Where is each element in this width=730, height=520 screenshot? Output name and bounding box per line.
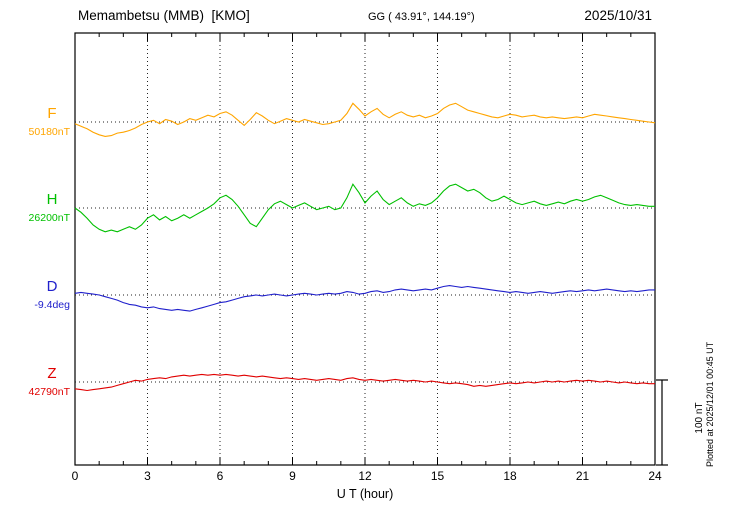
scale-bar-label: 100 nT 0.5 deg: [670, 374, 730, 462]
x-tick-label-24: 24: [648, 469, 662, 483]
trace-F: [74, 102, 656, 137]
trace-letter-F: F: [47, 105, 57, 122]
trace-letter-D: D: [46, 278, 58, 295]
x-tick-label-6: 6: [216, 469, 224, 483]
x-tick-label-0: 0: [71, 469, 79, 483]
trace-baseline-value-Z: 42790nT: [28, 386, 70, 398]
plotted-timestamp-note: Plotted at 2025/12/01 00:45 UT: [705, 341, 715, 467]
trace-D: [74, 285, 655, 312]
trace-baseline-value-F: 50180nT: [28, 126, 70, 138]
geographic-coordinates: GG ( 43.91°, 144.19°): [368, 11, 475, 23]
trace-Z: [74, 373, 655, 392]
x-tick-label-15: 15: [430, 469, 445, 483]
x-tick-label-9: 9: [289, 469, 296, 483]
trace-baseline-value-H: 26200nT: [28, 212, 70, 224]
x-tick-label-21: 21: [575, 469, 590, 483]
trace-H: [74, 183, 655, 233]
x-tick-label-12: 12: [358, 469, 372, 483]
x-tick-label-3: 3: [144, 469, 151, 483]
trace-baseline-value-D: -9.4deg: [34, 299, 70, 311]
station-title: Memambetsu (MMB) [KMO]: [78, 8, 250, 23]
plot-date: 2025/10/31: [584, 8, 652, 23]
x-tick-label-18: 18: [503, 469, 517, 483]
trace-letter-Z: Z: [47, 365, 57, 382]
x-axis-title: U T (hour): [336, 487, 394, 501]
trace-letter-H: H: [46, 191, 58, 208]
